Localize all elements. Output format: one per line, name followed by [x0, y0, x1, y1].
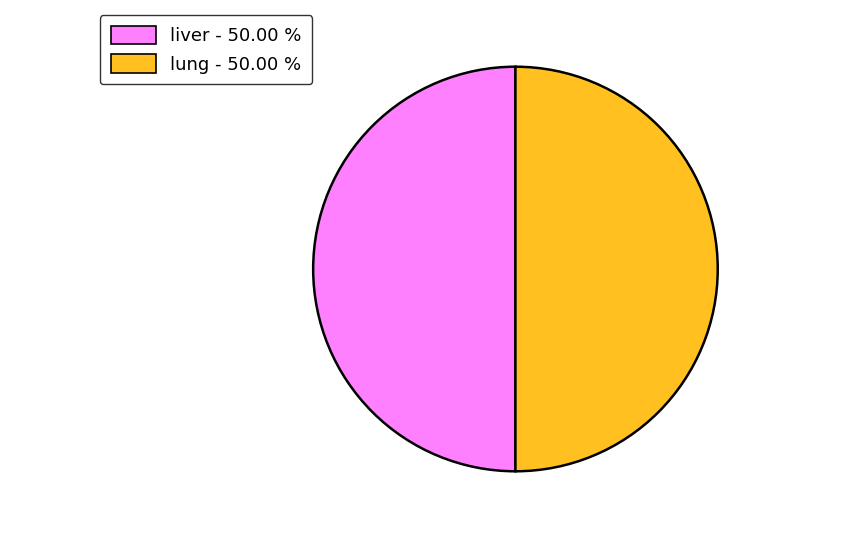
Wedge shape	[313, 67, 515, 471]
Wedge shape	[515, 67, 717, 471]
Legend: liver - 50.00 %, lung - 50.00 %: liver - 50.00 %, lung - 50.00 %	[100, 15, 312, 84]
